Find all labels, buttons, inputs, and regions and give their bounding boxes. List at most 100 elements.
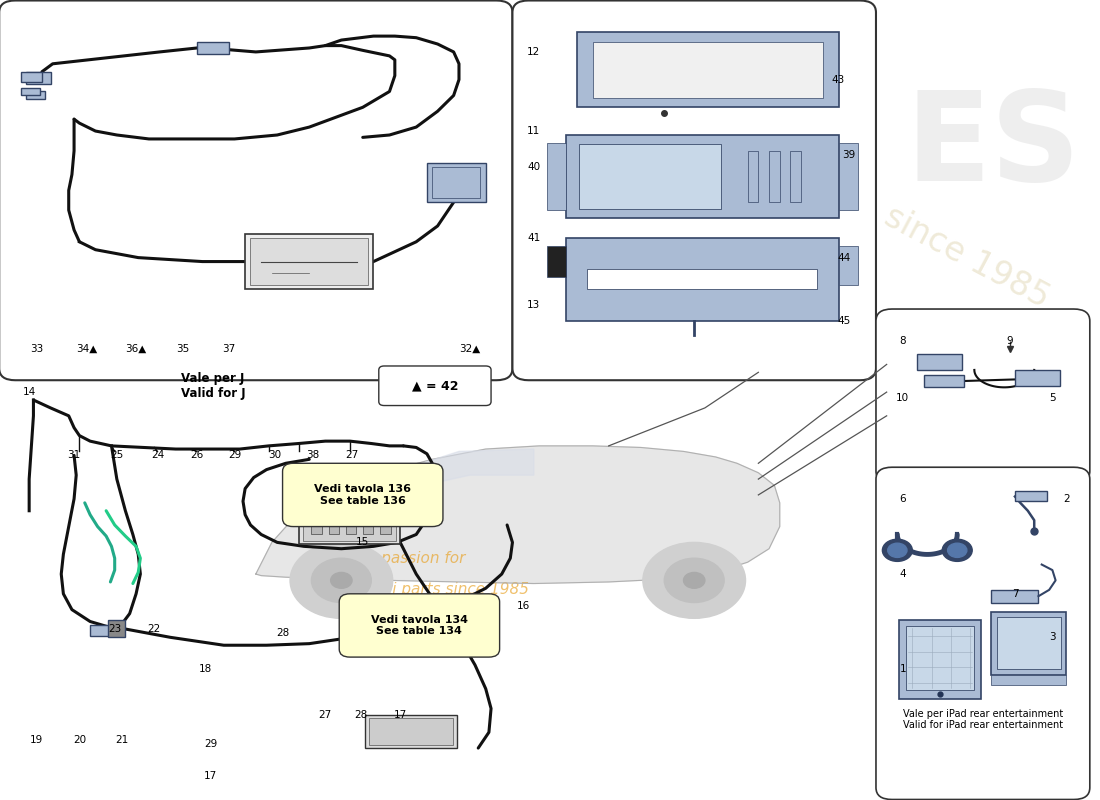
Text: 17: 17 xyxy=(394,710,407,720)
Bar xyxy=(108,620,125,638)
Text: ES: ES xyxy=(906,86,1081,207)
Polygon shape xyxy=(256,446,780,583)
Text: 9: 9 xyxy=(1006,336,1013,346)
Text: 14: 14 xyxy=(22,387,36,397)
Text: 22: 22 xyxy=(147,625,161,634)
Text: 39: 39 xyxy=(843,150,856,160)
Text: 24: 24 xyxy=(151,450,164,460)
Text: 19: 19 xyxy=(30,735,43,745)
FancyBboxPatch shape xyxy=(339,594,499,657)
Circle shape xyxy=(311,558,372,602)
Bar xyxy=(991,612,1066,675)
Text: 37: 37 xyxy=(222,343,235,354)
Text: Vale per iPad rear entertainment
Valid for iPad rear entertainment: Vale per iPad rear entertainment Valid f… xyxy=(903,709,1063,730)
FancyBboxPatch shape xyxy=(378,366,491,406)
Text: 26: 26 xyxy=(190,450,204,460)
Text: 44: 44 xyxy=(837,253,850,262)
Text: 1: 1 xyxy=(900,664,906,674)
Bar xyxy=(26,72,51,83)
Polygon shape xyxy=(373,449,534,487)
FancyBboxPatch shape xyxy=(876,309,1090,483)
Bar xyxy=(245,234,373,290)
Bar xyxy=(365,715,456,748)
Circle shape xyxy=(290,542,393,618)
Bar xyxy=(576,32,838,107)
Bar xyxy=(916,354,961,370)
Text: 40: 40 xyxy=(527,162,540,172)
Text: 33: 33 xyxy=(30,343,43,354)
Bar xyxy=(838,246,858,286)
Text: 18: 18 xyxy=(199,664,212,674)
Bar xyxy=(587,270,817,290)
Bar xyxy=(379,509,390,534)
Text: 30: 30 xyxy=(268,450,282,460)
Text: 38: 38 xyxy=(306,450,319,460)
Bar xyxy=(906,626,975,690)
Bar xyxy=(991,590,1038,602)
Text: 35: 35 xyxy=(176,343,190,354)
Text: 27: 27 xyxy=(345,450,359,460)
Circle shape xyxy=(642,542,746,618)
Text: 29: 29 xyxy=(205,739,218,749)
Bar xyxy=(900,620,981,699)
Text: Vedi tavola 136
See table 136: Vedi tavola 136 See table 136 xyxy=(315,484,411,506)
Text: 36▲: 36▲ xyxy=(125,343,146,354)
Text: ▲ = 42: ▲ = 42 xyxy=(411,379,459,392)
FancyBboxPatch shape xyxy=(283,463,443,526)
Bar xyxy=(370,718,452,745)
Text: 17: 17 xyxy=(205,770,218,781)
Text: 25: 25 xyxy=(110,450,123,460)
Text: 2: 2 xyxy=(1063,494,1069,504)
Circle shape xyxy=(947,543,967,558)
Text: Ferrari parts since 1985: Ferrari parts since 1985 xyxy=(346,582,529,598)
Text: 8: 8 xyxy=(900,336,906,346)
Bar xyxy=(302,505,396,541)
Circle shape xyxy=(664,558,724,602)
Text: 20: 20 xyxy=(73,735,86,745)
Bar xyxy=(1015,370,1060,386)
Text: 29: 29 xyxy=(228,450,241,460)
Circle shape xyxy=(943,539,972,562)
Text: since 1985: since 1985 xyxy=(879,200,1055,315)
Bar xyxy=(427,162,486,202)
Text: 27: 27 xyxy=(319,710,332,720)
Text: 6: 6 xyxy=(900,494,906,504)
Bar xyxy=(251,238,368,286)
Bar xyxy=(311,509,322,534)
Text: 28: 28 xyxy=(276,628,289,638)
Text: 31: 31 xyxy=(67,450,80,460)
Text: Vedi tavola 134
See table 134: Vedi tavola 134 See table 134 xyxy=(371,614,468,636)
Bar xyxy=(838,143,858,210)
Text: Vale per J
Valid for J: Vale per J Valid for J xyxy=(182,372,245,400)
Text: 15: 15 xyxy=(356,538,370,547)
Bar xyxy=(924,374,964,387)
Bar xyxy=(26,91,45,99)
Text: 5: 5 xyxy=(1049,394,1056,403)
Bar xyxy=(21,87,40,95)
Text: 43: 43 xyxy=(832,74,845,85)
Bar xyxy=(432,166,481,198)
Text: 23: 23 xyxy=(108,625,121,634)
Text: 21: 21 xyxy=(116,735,129,745)
Circle shape xyxy=(888,543,907,558)
FancyBboxPatch shape xyxy=(513,1,876,380)
Text: 28: 28 xyxy=(354,710,367,720)
Text: 10: 10 xyxy=(896,394,910,403)
Text: 3: 3 xyxy=(1049,632,1056,642)
Bar xyxy=(90,626,117,636)
Bar xyxy=(345,509,356,534)
Bar xyxy=(593,42,823,98)
Bar xyxy=(298,502,400,544)
Text: 11: 11 xyxy=(527,126,540,136)
Bar xyxy=(197,42,229,54)
Bar xyxy=(579,145,720,209)
Bar xyxy=(565,238,838,321)
Text: 4: 4 xyxy=(900,569,906,579)
Bar xyxy=(329,509,339,534)
Circle shape xyxy=(882,539,912,562)
Text: 34▲: 34▲ xyxy=(76,343,98,354)
Bar xyxy=(21,72,42,82)
Bar xyxy=(791,151,801,202)
Bar xyxy=(565,135,838,218)
Text: 16: 16 xyxy=(517,601,530,610)
